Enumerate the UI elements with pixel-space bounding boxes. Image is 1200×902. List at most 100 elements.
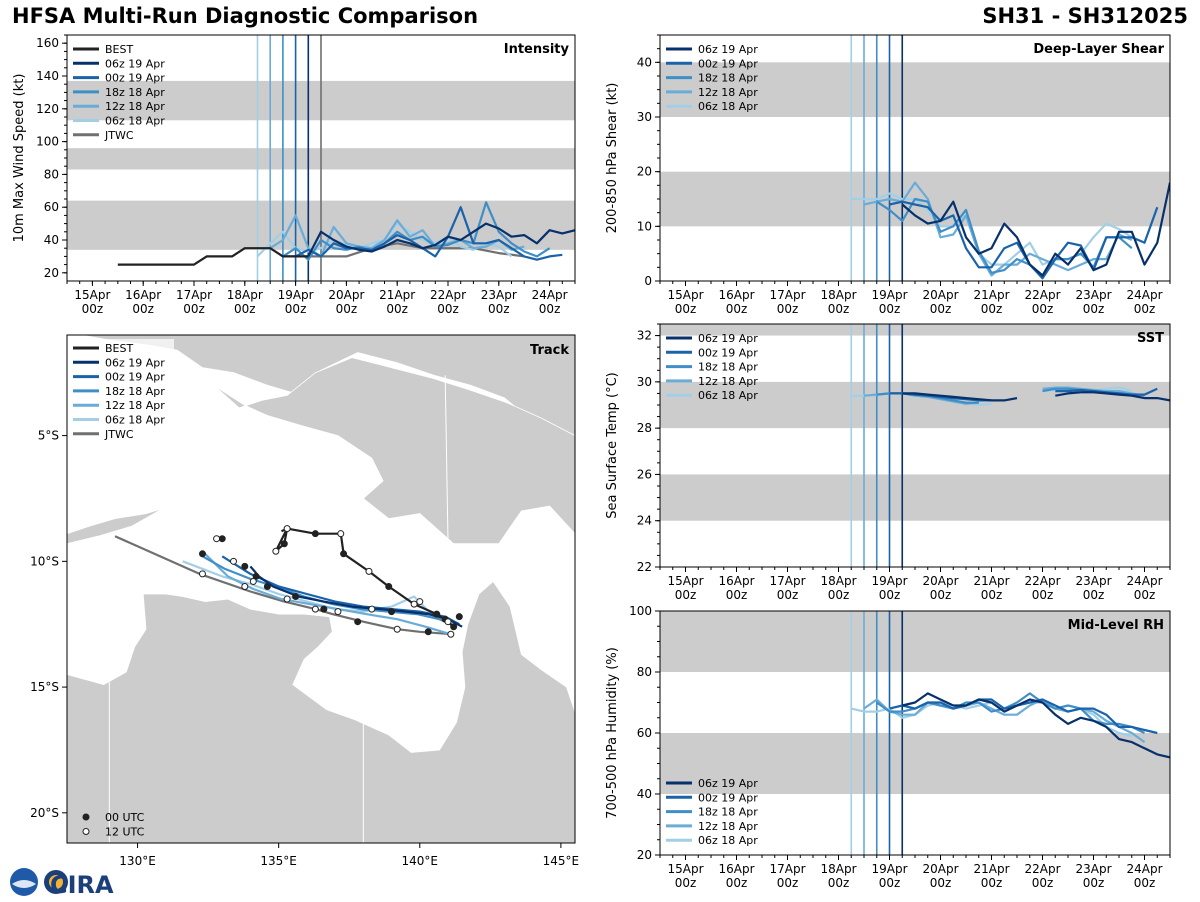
shear-ytick-label: 40 xyxy=(637,55,652,69)
track-marker-legend-label: 12 UTC xyxy=(105,826,145,839)
page-title: HFSA Multi-Run Diagnostic Comparison xyxy=(12,4,479,28)
intensity-xtick-hour: 00z xyxy=(82,302,104,316)
track-marker-00utc xyxy=(311,530,319,538)
intensity-xtick-hour: 00z xyxy=(285,302,307,316)
track-marker-00utc xyxy=(455,613,463,621)
shear-series-line xyxy=(901,182,1170,277)
track-marker-12utc xyxy=(410,600,418,608)
sst-xtick-label: 18Apr xyxy=(820,574,856,588)
rh-xtick-label: 24Apr xyxy=(1126,862,1162,876)
sst-xtick-hour: 00z xyxy=(726,588,748,602)
sst-legend-label: 12z 18 Apr xyxy=(698,375,758,388)
rh-series-line xyxy=(902,692,1170,759)
shear-series-line xyxy=(876,197,1133,277)
shear-xtick-label: 21Apr xyxy=(973,288,1009,302)
intensity-xtick-hour: 00z xyxy=(132,302,154,316)
rh-ytick-label: 80 xyxy=(637,665,652,679)
track-title: Track xyxy=(530,343,569,358)
track-land xyxy=(67,508,164,545)
rh-xtick-hour: 00z xyxy=(828,876,850,890)
track-frame xyxy=(66,334,576,844)
sst-series-line xyxy=(851,386,1133,407)
cira-logo: CIRA xyxy=(6,866,116,899)
track-legend-box xyxy=(70,339,174,442)
shear-ytick-label: 20 xyxy=(637,165,652,179)
shear-xtick-hour: 00z xyxy=(726,302,748,316)
intensity-legend-label: 06z 18 Apr xyxy=(105,115,165,128)
track-marker-12utc xyxy=(241,582,249,590)
track-marker-12utc xyxy=(311,605,319,613)
sst-xtick-label: 24Apr xyxy=(1126,574,1162,588)
rh-frame xyxy=(659,610,1171,856)
sst-ytick-label: 24 xyxy=(637,514,652,528)
intensity-band xyxy=(67,200,575,250)
rh-band xyxy=(660,733,1170,794)
rh-legend-label: 06z 18 Apr xyxy=(698,834,758,847)
track-chart-group: 130°E 135°E 140°E 145°E 5°S 10°S 15°S 20°S Track… xyxy=(30,334,579,868)
intensity-xtick-hour: 00z xyxy=(386,302,408,316)
intensity-xtick-hour: 00z xyxy=(183,302,205,316)
shear-band xyxy=(660,62,1170,117)
rh-series-line xyxy=(851,701,1133,738)
rh-xtick-label: 23Apr xyxy=(1075,862,1111,876)
intensity-plot-area xyxy=(67,35,575,281)
sst-ytick-label: 22 xyxy=(637,560,652,574)
shear-ylabel: 200-850 hPa Shear (kt) xyxy=(605,83,620,234)
intensity-xtick-hour: 00z xyxy=(488,302,510,316)
rh-ytick-label: 100 xyxy=(629,604,652,618)
rh-series-line xyxy=(889,698,1158,735)
track-legend-label: 18z 18 Apr xyxy=(105,385,165,398)
track-legend-label: BEST xyxy=(105,342,133,355)
rh-xtick-label: 20Apr xyxy=(922,862,958,876)
sst-xtick-label: 19Apr xyxy=(871,574,907,588)
shear-plot-area xyxy=(660,35,1170,281)
track-marker-12utc xyxy=(230,557,238,565)
intensity-legend-label: BEST xyxy=(105,43,133,56)
intensity-series-line xyxy=(282,242,525,258)
sst-xtick-hour: 00z xyxy=(930,588,952,602)
intensity-title: Intensity xyxy=(504,42,570,57)
rh-ytick-label: 20 xyxy=(637,848,652,862)
intensity-xtick-hour: 00z xyxy=(336,302,358,316)
track-land xyxy=(67,580,575,843)
sst-xtick-label: 20Apr xyxy=(922,574,958,588)
track-ytick-label: 5°S xyxy=(38,429,59,443)
shear-legend-label: 18z 18 Apr xyxy=(698,72,758,85)
intensity-xtick-label: 17Apr xyxy=(176,288,212,302)
shear-xtick-label: 19Apr xyxy=(871,288,907,302)
sst-xtick-label: 23Apr xyxy=(1075,574,1111,588)
sst-band xyxy=(660,381,1170,429)
track-series-line xyxy=(249,565,463,628)
track-series-line xyxy=(201,550,452,636)
sst-xtick-hour: 00z xyxy=(828,588,850,602)
sst-legend-label: 18z 18 Apr xyxy=(698,361,758,374)
shear-ytick-label: 30 xyxy=(637,110,652,124)
track-marker-12utc xyxy=(337,530,345,538)
track-series-line xyxy=(114,535,454,636)
sst-xtick-hour: 00z xyxy=(675,588,697,602)
rh-ytick-label: 60 xyxy=(637,726,652,740)
shear-title: Deep-Layer Shear xyxy=(1033,42,1164,57)
sst-xtick-hour: 00z xyxy=(1032,588,1054,602)
sst-legend-label: 06z 19 Apr xyxy=(698,332,758,345)
shear-xtick-hour: 00z xyxy=(777,302,799,316)
intensity-xtick-label: 23Apr xyxy=(481,288,517,302)
intensity-xtick-label: 15Apr xyxy=(74,288,110,302)
intensity-series-line xyxy=(269,214,525,258)
intensity-xtick-hour: 00z xyxy=(539,302,561,316)
rh-xtick-label: 18Apr xyxy=(820,862,856,876)
sst-series-line xyxy=(876,387,1145,404)
sst-xtick-hour: 00z xyxy=(981,588,1003,602)
intensity-xtick-hour: 00z xyxy=(234,302,256,316)
sst-xtick-label: 21Apr xyxy=(973,574,1009,588)
track-marker-00utc xyxy=(354,618,362,626)
rh-legend-label: 18z 18 Apr xyxy=(698,806,758,819)
rh-xtick-label: 21Apr xyxy=(973,862,1009,876)
intensity-ytick-label: 140 xyxy=(36,69,59,83)
rh-xtick-label: 19Apr xyxy=(871,862,907,876)
track-marker-00utc xyxy=(263,582,271,590)
rh-ytick-label: 40 xyxy=(637,787,652,801)
track-marker-12utc xyxy=(334,608,342,616)
sst-band xyxy=(660,474,1170,521)
